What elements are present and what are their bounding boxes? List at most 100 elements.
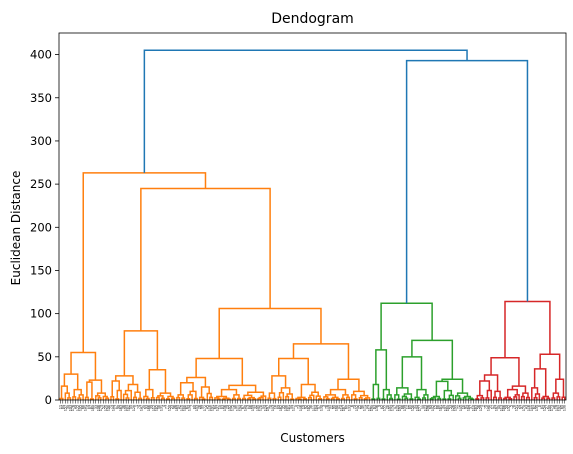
leaf-label: 67 [241, 405, 245, 409]
leaf-label: 107 [444, 405, 448, 411]
y-tick-label: 50 [37, 350, 52, 364]
leaf-label: 114 [340, 405, 344, 411]
leaf-label: 0 [294, 405, 298, 407]
leaf-label: 170 [522, 405, 526, 411]
leaf-label: 116 [527, 405, 531, 411]
leaf-label: 51 [261, 405, 265, 409]
leaf-label: 135 [535, 405, 539, 411]
leaf-label: 23 [170, 405, 174, 409]
leaf-label: 127 [291, 405, 295, 411]
leaf-label: 102 [228, 405, 232, 411]
leaf-label: 36 [122, 405, 126, 409]
leaf-label: 191 [210, 405, 214, 411]
leaf-label: 18 [461, 405, 465, 409]
leaf-label: 159 [251, 405, 255, 411]
leaf-label: 188 [182, 405, 186, 411]
leaf-label: 82 [380, 405, 384, 409]
leaf-label: 109 [124, 405, 128, 411]
leaf-label: 47 [393, 405, 397, 409]
leaf-label: 89 [276, 405, 280, 409]
leaf-label: 157 [63, 405, 67, 411]
leaf-label: 55 [129, 405, 133, 409]
leaf-label: 134 [188, 405, 192, 411]
leaf-label: 151 [515, 405, 519, 411]
leaf-label: 129 [479, 405, 483, 411]
leaf-label: 37 [469, 405, 473, 409]
leaf-label: 108 [284, 405, 288, 411]
leaf-label: 25 [357, 405, 361, 409]
leaf-label: 169 [175, 405, 179, 411]
leaf-label: 128 [132, 405, 136, 411]
leaf-label: 166 [147, 405, 151, 411]
leaf-label: 148 [487, 405, 491, 411]
leaf-label: 11 [58, 405, 62, 409]
leaf-label: 90 [117, 405, 121, 409]
leaf-label: 141 [84, 405, 88, 411]
leaf-label: 78 [512, 405, 516, 409]
leaf-label: 97 [520, 405, 524, 409]
leaf-label: 1 [134, 405, 138, 407]
leaf-label: 6 [350, 405, 354, 407]
leaf-label: 178 [259, 405, 263, 411]
x-axis-label: Customers [280, 431, 345, 445]
leaf-label: 48 [233, 405, 237, 409]
leaf-label: 91 [464, 405, 468, 409]
leaf-label: 143 [271, 405, 275, 411]
leaf-label: 35 [281, 405, 285, 409]
leaf-label: 110 [471, 405, 475, 411]
leaf-label: 13 [246, 405, 250, 409]
leaf-label: 43 [525, 405, 529, 409]
dendrogram-link [223, 397, 230, 400]
leaf-label: 140 [243, 405, 247, 411]
leaf-label: 88 [436, 405, 440, 409]
leaf-labels: 1184157301031764912219568141148716033106… [58, 405, 566, 411]
leaf-label: 69 [428, 405, 432, 409]
leaf-label: 80 [193, 405, 197, 409]
leaf-label: 104 [416, 405, 420, 411]
leaf-label: 93 [144, 405, 148, 409]
leaf-label: 185 [155, 405, 159, 411]
leaf-label: 14 [86, 405, 90, 409]
y-tick-label: 200 [30, 220, 52, 234]
leaf-label: 46 [553, 405, 557, 409]
leaf-label: 165 [307, 405, 311, 411]
leaf-label: 101 [388, 405, 392, 411]
leaf-label: 32 [253, 405, 257, 409]
leaf-label: 164 [466, 405, 470, 411]
leaf-label: 125 [104, 405, 108, 411]
leaf-label: 21 [489, 405, 493, 409]
leaf-label: 189 [530, 405, 534, 411]
leaf-label: 95 [332, 405, 336, 409]
leaf-label: 147 [139, 405, 143, 411]
leaf-label: 190 [370, 405, 374, 411]
leaf-label: 20 [142, 405, 146, 409]
leaf-label: 68 [81, 405, 85, 409]
leaf-label: 160 [91, 405, 95, 411]
leaf-label: 83 [221, 405, 225, 409]
leaf-label: 124 [264, 405, 268, 411]
leaf-label: 120 [395, 405, 399, 411]
leaf-label: 149 [327, 405, 331, 411]
leaf-label: 142 [431, 405, 435, 411]
leaf-label: 87 [89, 405, 93, 409]
leaf-label: 174 [390, 405, 394, 411]
leaf-label: 74 [137, 405, 141, 409]
leaf-label: 79 [352, 405, 356, 409]
leaf-label: 184 [314, 405, 318, 411]
leaf-label: 182 [127, 405, 131, 411]
leaf-label: 168 [335, 405, 339, 411]
leaf-label: 5 [509, 405, 513, 407]
y-tick-label: 300 [30, 134, 52, 148]
leaf-label: 130 [319, 405, 323, 411]
leaf-label: 167 [494, 405, 498, 411]
leaf-label: 155 [383, 405, 387, 411]
leaf-label: 126 [451, 405, 455, 411]
leaf-label: 66 [400, 405, 404, 409]
dendrogram-links [59, 49, 566, 400]
leaf-label: 84 [61, 405, 65, 409]
leaf-label: 137 [215, 405, 219, 411]
leaf-label: 72 [456, 405, 460, 409]
leaf-label: 53 [449, 405, 453, 409]
leaf-label: 70 [269, 405, 273, 409]
